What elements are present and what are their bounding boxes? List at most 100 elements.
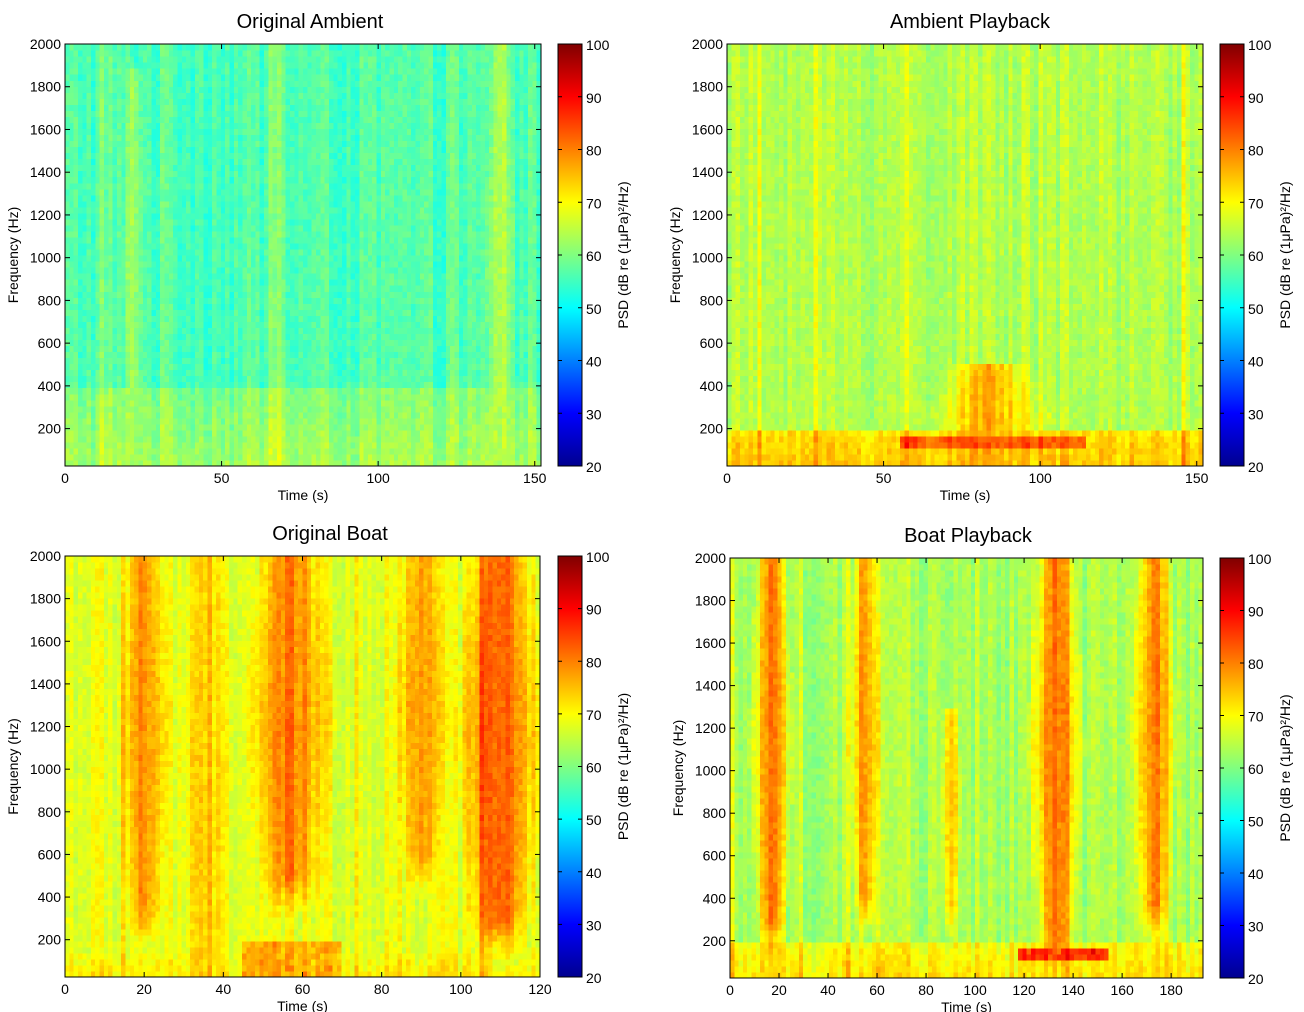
heatmap-cell — [337, 417, 343, 425]
heatmap-cell — [173, 248, 179, 256]
heatmap-cell — [181, 248, 187, 256]
heatmap-cell — [95, 206, 101, 214]
heatmap-cell — [160, 218, 166, 226]
heatmap-cell — [181, 44, 187, 51]
heatmap-cell — [303, 56, 308, 63]
heatmap-cell — [333, 86, 339, 93]
heatmap-cell — [168, 417, 174, 425]
heatmap-cell — [251, 104, 256, 111]
heatmap-cell — [199, 242, 205, 250]
heatmap-cell — [82, 176, 88, 184]
heatmap-cell — [216, 44, 222, 51]
heatmap-cell — [272, 393, 278, 401]
heatmap-cell — [259, 315, 265, 322]
heatmap-cell — [220, 242, 226, 250]
heatmap-cell — [99, 170, 105, 178]
heatmap-cell — [363, 92, 369, 99]
heatmap-cell — [147, 381, 153, 389]
heatmap-cell — [103, 411, 109, 419]
heatmap-cell — [168, 285, 174, 292]
heatmap-cell — [220, 122, 226, 129]
heatmap-cell — [181, 104, 187, 111]
heatmap-cell — [359, 224, 365, 232]
heatmap-cell — [324, 405, 330, 413]
heatmap-cell — [359, 279, 365, 286]
heatmap-cell — [298, 188, 304, 196]
heatmap-cell — [155, 140, 161, 148]
heatmap-cell — [112, 459, 118, 467]
heatmap-cell — [121, 321, 127, 328]
heatmap-cell — [177, 261, 183, 268]
heatmap-cell — [285, 230, 291, 238]
heatmap-cell — [194, 104, 200, 111]
heatmap-cell — [311, 80, 317, 87]
heatmap-cell — [272, 188, 278, 196]
heatmap-cell — [220, 363, 226, 371]
heatmap-cell — [212, 134, 218, 142]
heatmap-cell — [77, 236, 83, 244]
heatmap-cell — [238, 369, 244, 377]
heatmap-cell — [69, 236, 75, 244]
heatmap-cell — [147, 423, 153, 431]
heatmap-cell — [151, 369, 157, 377]
heatmap-cell — [199, 279, 205, 286]
heatmap-cell — [311, 297, 317, 304]
heatmap-cell — [363, 345, 369, 353]
heatmap-cell — [229, 164, 235, 172]
heatmap-cell — [303, 230, 308, 238]
heatmap-cell — [337, 333, 343, 340]
heatmap-cell — [142, 315, 148, 322]
heatmap-cell — [142, 152, 148, 160]
heatmap-cell — [238, 441, 244, 449]
heatmap-cell — [233, 182, 239, 190]
heatmap-cell — [65, 230, 70, 238]
heatmap-cell — [95, 309, 101, 316]
heatmap-cell — [307, 333, 313, 340]
heatmap-cell — [303, 405, 308, 413]
heatmap-cell — [142, 194, 148, 202]
heatmap-cell — [73, 375, 79, 383]
heatmap-cell — [350, 158, 356, 166]
heatmap-cell — [168, 68, 174, 75]
heatmap-cell — [242, 339, 248, 347]
heatmap-cell — [246, 423, 252, 431]
heatmap-cell — [220, 146, 226, 154]
heatmap-cell — [147, 273, 153, 280]
heatmap-cell — [77, 230, 83, 238]
heatmap-cell — [147, 291, 153, 298]
heatmap-cell — [259, 273, 265, 280]
heatmap-cell — [147, 128, 153, 136]
heatmap-cell — [103, 182, 109, 190]
heatmap-cell — [242, 146, 248, 154]
heatmap-cell — [99, 56, 105, 63]
heatmap-cell — [181, 393, 187, 401]
heatmap-cell — [285, 218, 291, 226]
heatmap-cell — [112, 56, 118, 63]
heatmap-cell — [333, 74, 339, 81]
heatmap-cell — [346, 242, 352, 250]
heatmap-cell — [311, 279, 317, 286]
heatmap-cell — [363, 134, 369, 142]
heatmap-cell — [142, 459, 148, 467]
heatmap-cell — [186, 369, 192, 377]
heatmap-cell — [203, 399, 209, 407]
heatmap-cell — [99, 224, 105, 232]
heatmap-cell — [311, 158, 317, 166]
heatmap-cell — [290, 164, 295, 172]
heatmap-cell — [242, 74, 248, 81]
heatmap-cell — [225, 345, 231, 353]
heatmap-cell — [199, 56, 205, 63]
heatmap-cell — [216, 369, 222, 377]
heatmap-cell — [181, 441, 187, 449]
heatmap-cell — [341, 441, 347, 449]
heatmap-cell — [298, 134, 304, 142]
heatmap-cell — [359, 176, 365, 184]
heatmap-cell — [186, 399, 192, 407]
heatmap-cell — [359, 303, 365, 310]
heatmap-cell — [134, 242, 140, 250]
heatmap-cell — [246, 441, 252, 449]
heatmap-cell — [315, 50, 321, 57]
heatmap-cell — [272, 291, 278, 298]
heatmap-cell — [65, 321, 70, 328]
heatmap-cell — [285, 200, 291, 208]
